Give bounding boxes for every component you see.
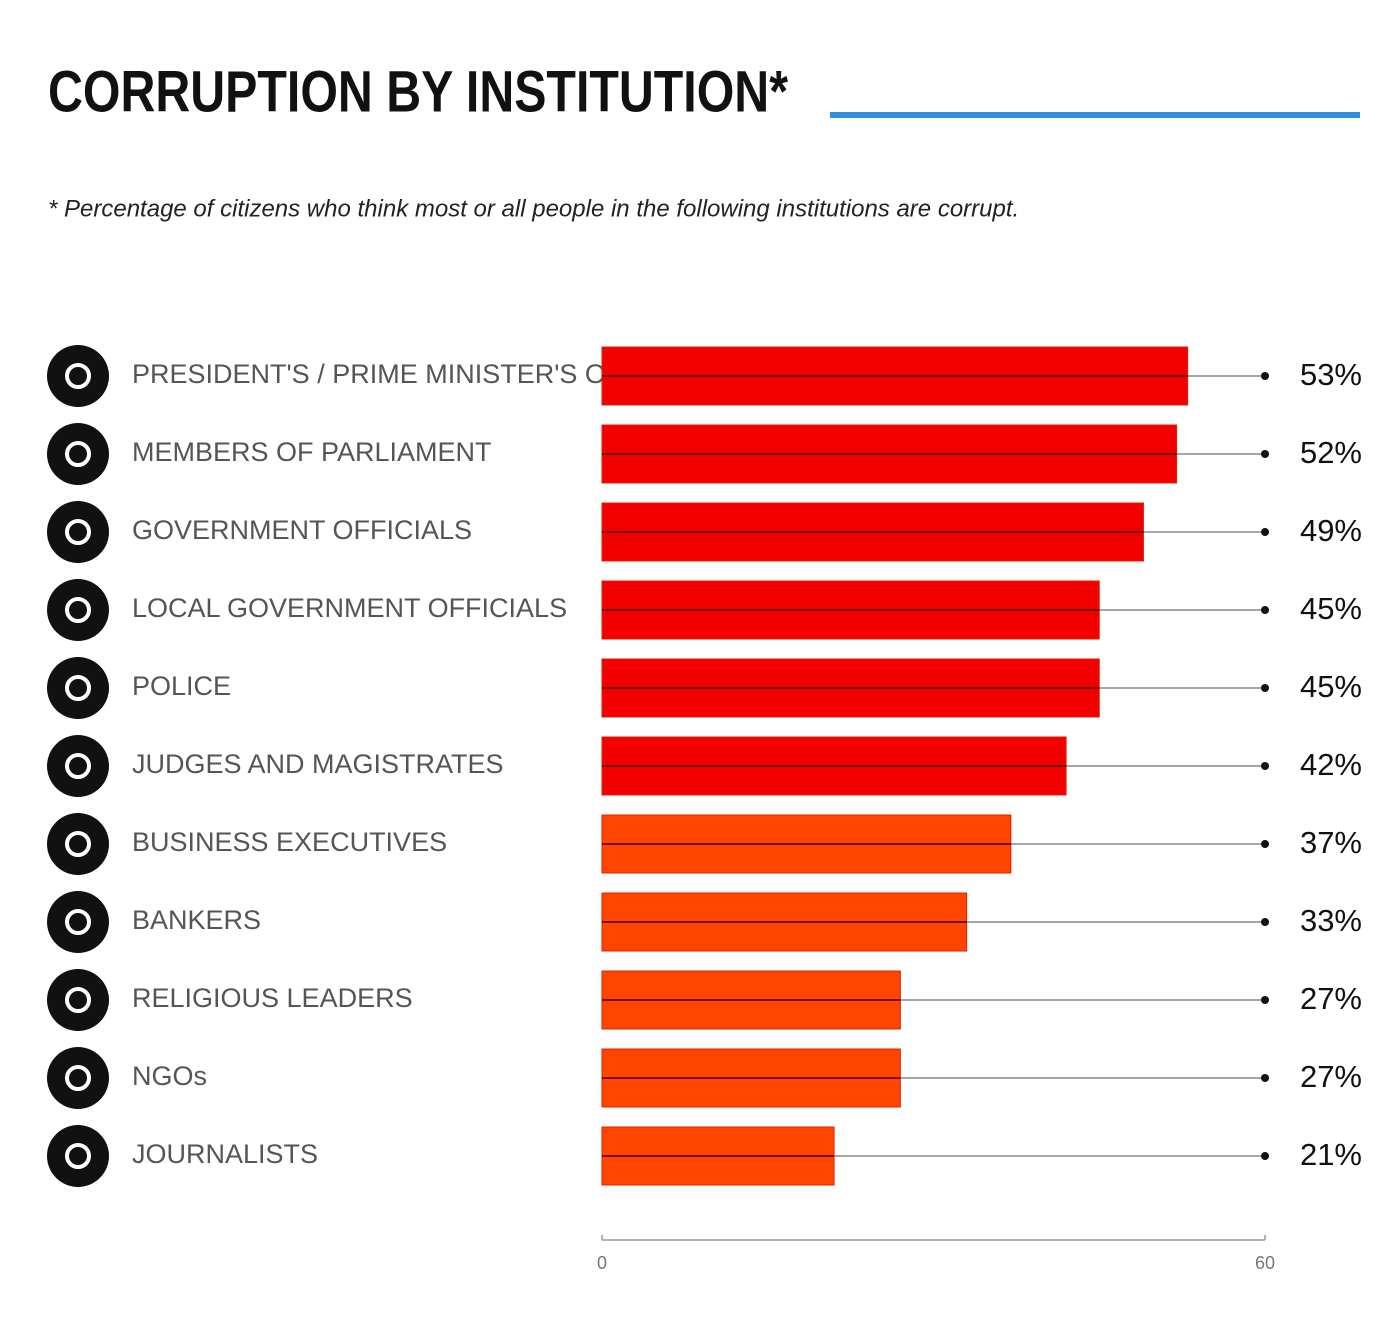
- leader-dot: [1261, 528, 1269, 536]
- category-label: GOVERNMENT OFFICIALS: [132, 515, 472, 545]
- category-label: JUDGES AND MAGISTRATES: [132, 749, 504, 779]
- category-label: PRESIDENT'S / PRIME MINISTER'S OFFICE: [132, 359, 684, 389]
- icon: [47, 345, 109, 407]
- leader-dot: [1261, 606, 1269, 614]
- icon-glyph: [65, 363, 91, 389]
- value-label: 27%: [1300, 1059, 1362, 1094]
- icon-glyph: [65, 909, 91, 935]
- icon-glyph: [65, 675, 91, 701]
- value-label: 45%: [1300, 591, 1362, 626]
- icon: [47, 1047, 109, 1109]
- category-label: JOURNALISTS: [132, 1139, 318, 1169]
- category-label: BUSINESS EXECUTIVES: [132, 827, 447, 857]
- icon: [47, 423, 109, 485]
- icon-glyph: [65, 753, 91, 779]
- value-label: 21%: [1300, 1137, 1362, 1172]
- icon-glyph: [65, 1065, 91, 1091]
- chart-title: CORRUPTION BY INSTITUTION*: [48, 59, 788, 124]
- leader-dot: [1261, 1152, 1269, 1160]
- icon-glyph: [65, 597, 91, 623]
- icon: [47, 501, 109, 563]
- leader-dot: [1261, 996, 1269, 1004]
- leader-dot: [1261, 918, 1269, 926]
- value-label: 52%: [1300, 435, 1362, 470]
- category-label: LOCAL GOVERNMENT OFFICIALS: [132, 593, 567, 623]
- value-label: 49%: [1300, 513, 1362, 548]
- icon-glyph: [65, 831, 91, 857]
- x-tick-label: 0: [597, 1253, 607, 1273]
- icon: [47, 813, 109, 875]
- leader-dot: [1261, 372, 1269, 380]
- icon: [47, 969, 109, 1031]
- value-label: 37%: [1300, 825, 1362, 860]
- leader-dot: [1261, 840, 1269, 848]
- leader-dot: [1261, 684, 1269, 692]
- chart-subtitle: * Percentage of citizens who think most …: [48, 195, 1019, 222]
- icon-glyph: [65, 441, 91, 467]
- icon-glyph: [65, 519, 91, 545]
- leader-dot: [1261, 1074, 1269, 1082]
- icon: [47, 891, 109, 953]
- value-label: 42%: [1300, 747, 1362, 782]
- category-label: NGOs: [132, 1061, 207, 1091]
- leader-dot: [1261, 450, 1269, 458]
- icon-glyph: [65, 987, 91, 1013]
- icon: [47, 735, 109, 797]
- category-label: BANKERS: [132, 905, 261, 935]
- icon-glyph: [65, 1143, 91, 1169]
- value-label: 27%: [1300, 981, 1362, 1016]
- value-label: 53%: [1300, 357, 1362, 392]
- value-label: 33%: [1300, 903, 1362, 938]
- leader-dot: [1261, 762, 1269, 770]
- icon: [47, 579, 109, 641]
- x-tick-label: 60: [1255, 1253, 1275, 1273]
- category-label: POLICE: [132, 671, 231, 701]
- category-label: MEMBERS OF PARLIAMENT: [132, 437, 492, 467]
- icon: [47, 1125, 109, 1187]
- icon: [47, 657, 109, 719]
- value-label: 45%: [1300, 669, 1362, 704]
- category-label: RELIGIOUS LEADERS: [132, 983, 413, 1013]
